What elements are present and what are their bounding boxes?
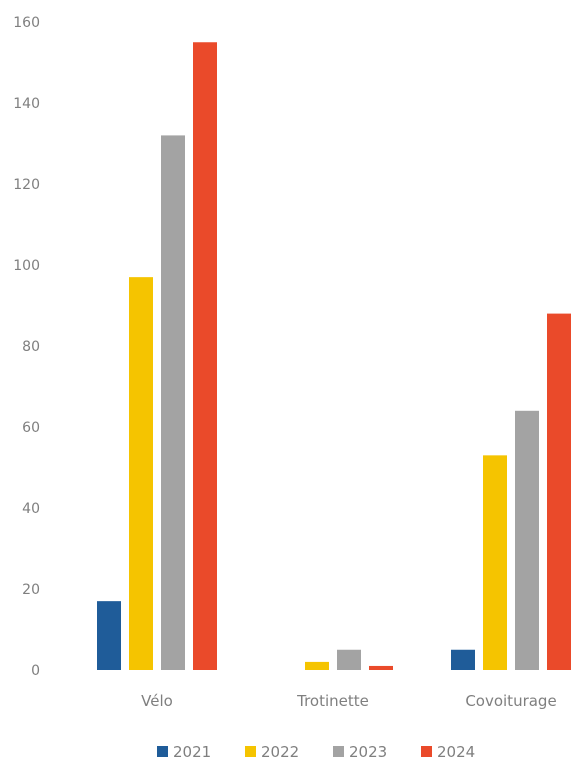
legend-label: 2024: [437, 743, 475, 761]
legend-swatch-2022: [245, 746, 256, 757]
bar-2023: [515, 410, 539, 670]
legend-label: 2022: [261, 743, 299, 761]
bar-2023: [161, 135, 185, 670]
bar-2023: [337, 649, 361, 670]
y-tick-label: 140: [13, 96, 40, 112]
y-tick-label: 160: [13, 15, 40, 31]
y-axis-ticks: 0 20 40 60 80 100 120 140 160: [13, 15, 40, 679]
x-category-label: Covoiturage: [465, 692, 556, 710]
bars: [97, 42, 571, 670]
legend: 2021 2022 2023 2024: [157, 743, 475, 761]
legend-label: 2021: [173, 743, 211, 761]
y-tick-label: 20: [22, 582, 40, 598]
legend-swatch-2023: [333, 746, 344, 757]
bar-2022: [129, 277, 153, 670]
y-tick-label: 60: [22, 420, 40, 436]
bar-2024: [547, 313, 571, 670]
legend-swatch-2024: [421, 746, 432, 757]
bar-2022: [305, 661, 329, 670]
x-category-label: Vélo: [141, 692, 173, 710]
y-tick-label: 120: [13, 177, 40, 193]
bar-2024: [369, 665, 393, 670]
x-category-label: Trotinette: [296, 692, 369, 710]
y-tick-label: 100: [13, 258, 40, 274]
y-tick-label: 40: [22, 501, 40, 517]
y-tick-label: 80: [22, 339, 40, 355]
legend-label: 2023: [349, 743, 387, 761]
legend-swatch-2021: [157, 746, 168, 757]
bar-2021: [97, 601, 121, 670]
bar-2021: [451, 649, 475, 670]
bar-2024: [193, 42, 217, 670]
bar-2022: [483, 455, 507, 670]
y-tick-label: 0: [31, 663, 40, 679]
x-axis-categories: Vélo Trotinette Covoiturage: [141, 692, 557, 710]
